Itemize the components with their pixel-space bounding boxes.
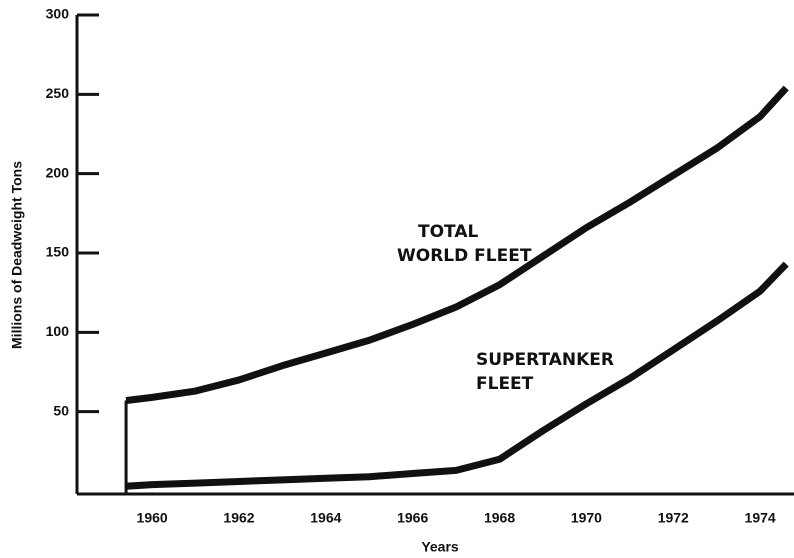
x-tick-label: 1970 bbox=[571, 510, 602, 526]
x-tick-label: 1972 bbox=[658, 510, 689, 526]
y-tick-label: 100 bbox=[46, 323, 70, 339]
x-tick-label: 1974 bbox=[745, 510, 776, 526]
series-line bbox=[125, 85, 789, 405]
x-tick-label: 1968 bbox=[484, 510, 515, 526]
annotation: TOTAL bbox=[418, 222, 478, 242]
x-tick-label: 1962 bbox=[223, 510, 254, 526]
y-tick-label: 200 bbox=[46, 164, 70, 180]
x-tick-label: 1966 bbox=[397, 510, 428, 526]
annotation: FLEET bbox=[476, 374, 534, 394]
y-tick-label: 300 bbox=[46, 6, 70, 22]
annotation: WORLD FLEET bbox=[397, 246, 532, 266]
series-line bbox=[125, 261, 789, 490]
y-tick-label: 150 bbox=[46, 244, 70, 260]
y-axis-label: Millions of Deadweight Tons bbox=[9, 161, 25, 349]
annotation: SUPERTANKER bbox=[476, 350, 614, 370]
y-tick-label: 50 bbox=[53, 402, 69, 418]
x-tick-label: 1964 bbox=[310, 510, 341, 526]
x-tick-label: 1960 bbox=[137, 510, 168, 526]
y-tick-label: 250 bbox=[46, 85, 70, 101]
x-axis-label: Years bbox=[421, 539, 459, 555]
